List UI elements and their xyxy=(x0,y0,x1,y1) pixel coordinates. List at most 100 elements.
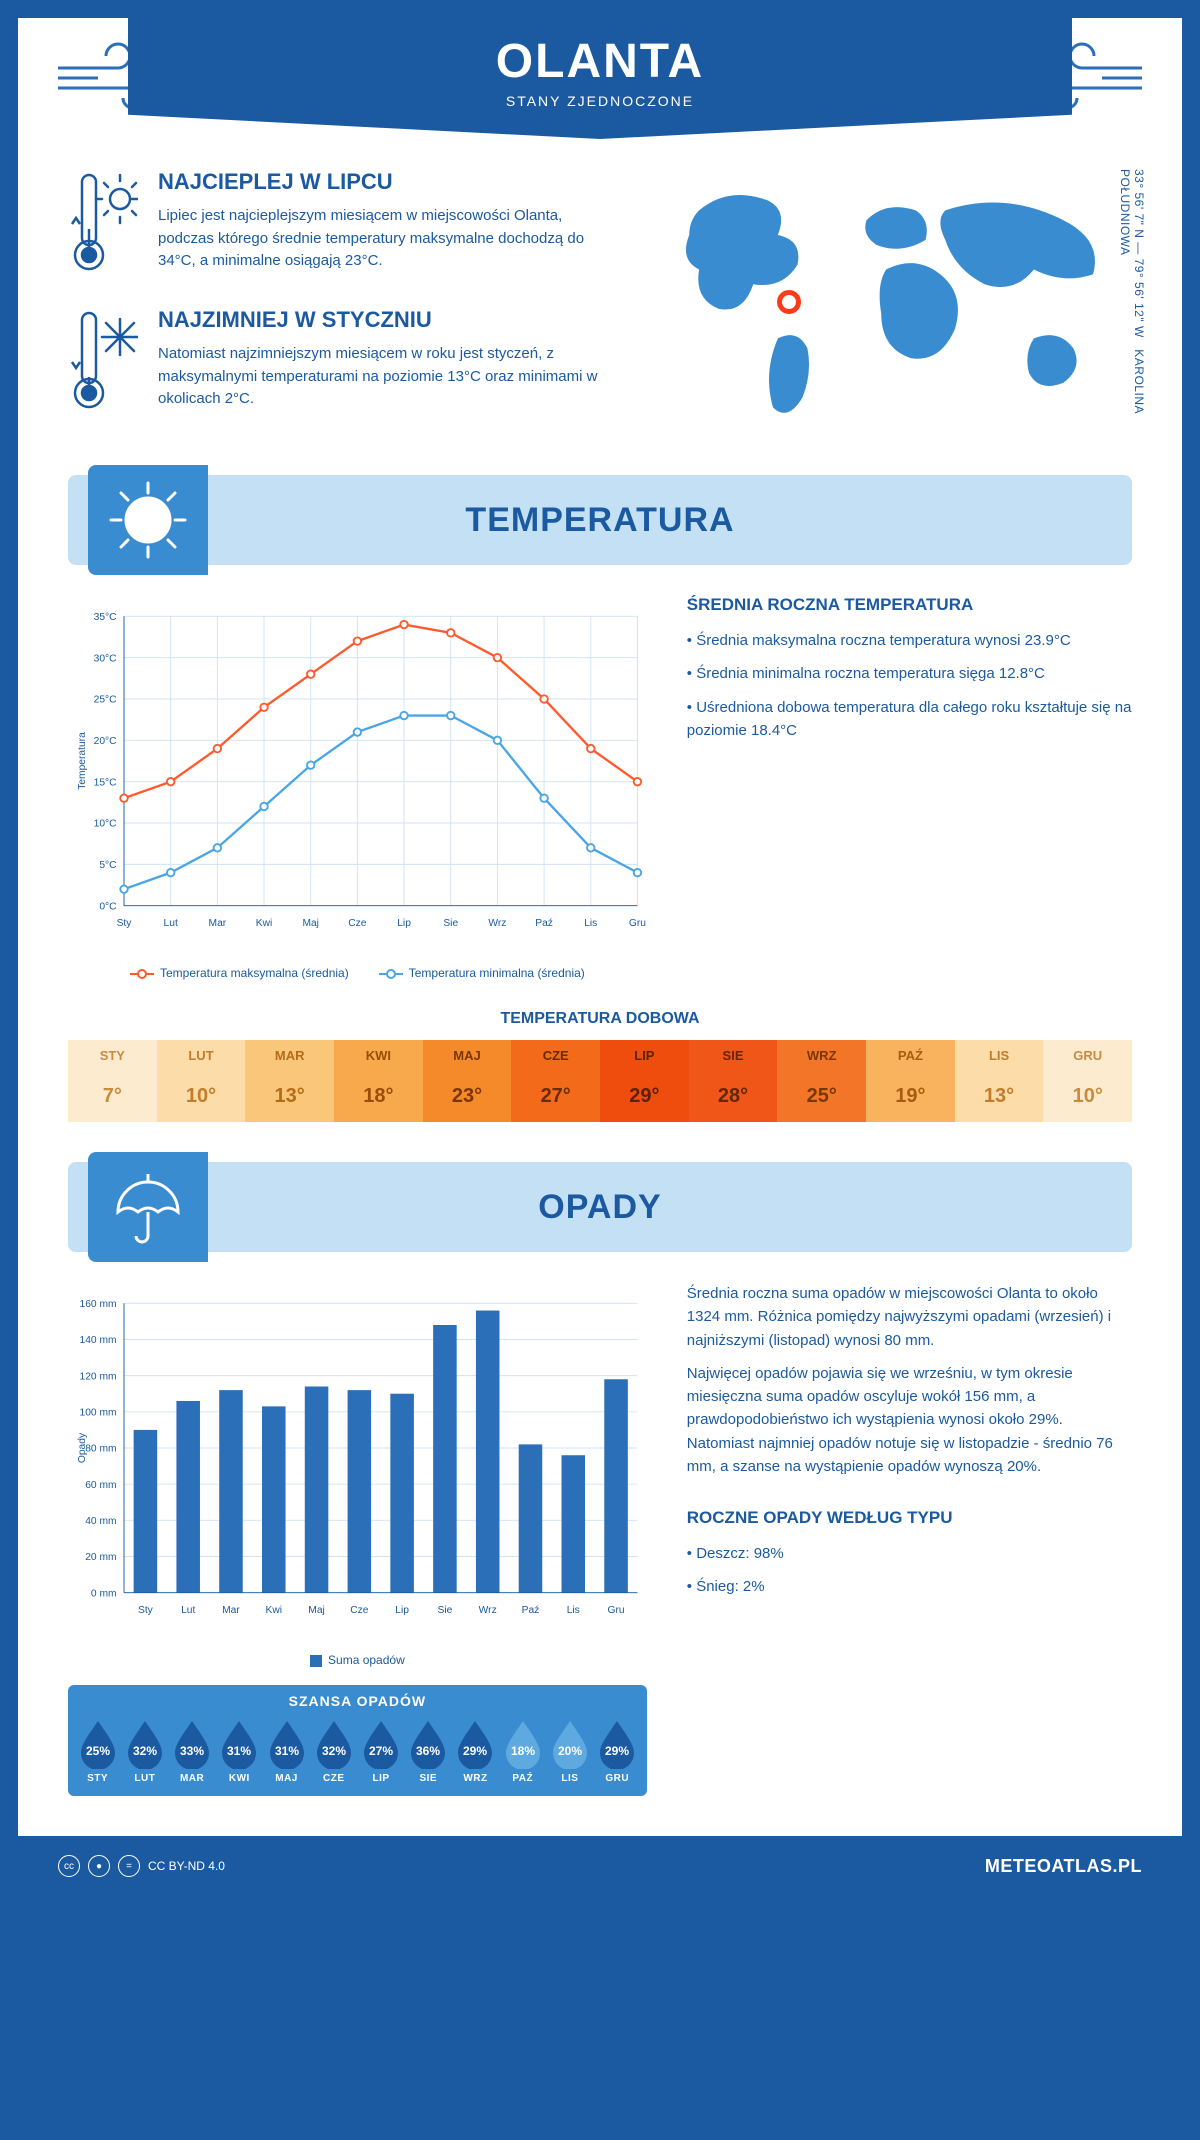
svg-text:40 mm: 40 mm xyxy=(85,1516,116,1527)
rain-chance-drop: 31% MAJ xyxy=(263,1717,310,1784)
page-subtitle: STANY ZJEDNOCZONE xyxy=(128,93,1072,109)
coordinates-label: 33° 56' 7" N — 79° 56' 12" W KAROLINA PO… xyxy=(1118,169,1146,445)
svg-text:32%: 32% xyxy=(322,1744,346,1758)
svg-text:Lip: Lip xyxy=(397,918,411,929)
intro-text-column: NAJCIEPLEJ W LIPCU Lipiec jest najcieple… xyxy=(68,169,610,445)
svg-text:Gru: Gru xyxy=(629,918,646,929)
rain-chance-drop: 27% LIP xyxy=(357,1717,404,1784)
thermometer-cold-icon xyxy=(68,307,138,417)
svg-text:31%: 31% xyxy=(275,1744,299,1758)
svg-text:31%: 31% xyxy=(227,1744,251,1758)
svg-text:Wrz: Wrz xyxy=(488,918,506,929)
legend-item-precip: Suma opadów xyxy=(310,1653,405,1667)
daily-temp-cell: STY 7° xyxy=(68,1040,157,1122)
page: OLANTA STANY ZJEDNOCZONE NAJCIEPLEJ W LI… xyxy=(18,18,1182,1896)
daily-temp-cell: WRZ 25° xyxy=(777,1040,866,1122)
svg-text:32%: 32% xyxy=(133,1744,157,1758)
site-name: METEOATLAS.PL xyxy=(985,1856,1142,1877)
svg-text:Kwi: Kwi xyxy=(256,918,273,929)
rain-chance-drop: 29% WRZ xyxy=(452,1717,499,1784)
coldest-block: NAJZIMNIEJ W STYCZNIU Natomiast najzimni… xyxy=(68,307,610,417)
precip-chart-box: 0 mm20 mm40 mm60 mm80 mm100 mm120 mm140 … xyxy=(68,1282,647,1796)
rain-chance-drop: 25% STY xyxy=(74,1717,121,1784)
svg-text:Gru: Gru xyxy=(608,1605,625,1616)
warmest-block: NAJCIEPLEJ W LIPCU Lipiec jest najcieple… xyxy=(68,169,610,279)
svg-text:Cze: Cze xyxy=(350,1605,369,1616)
svg-text:Lut: Lut xyxy=(181,1605,195,1616)
svg-text:5°C: 5°C xyxy=(99,860,117,871)
svg-text:Paź: Paź xyxy=(535,918,553,929)
temp-bullet-1: • Średnia maksymalna roczna temperatura … xyxy=(687,629,1132,652)
precip-para-2: Najwięcej opadów pojawia się we wrześniu… xyxy=(687,1362,1132,1478)
svg-text:Sie: Sie xyxy=(443,918,458,929)
svg-text:25%: 25% xyxy=(86,1744,110,1758)
precip-bar-chart: 0 mm20 mm40 mm60 mm80 mm100 mm120 mm140 … xyxy=(68,1282,647,1642)
svg-text:29%: 29% xyxy=(605,1744,629,1758)
daily-temp-cell: LUT 10° xyxy=(157,1040,246,1122)
license-text: CC BY-ND 4.0 xyxy=(148,1859,225,1873)
temp-bullet-2: • Średnia minimalna roczna temperatura s… xyxy=(687,662,1132,685)
svg-text:27%: 27% xyxy=(369,1744,393,1758)
rain-chance-box: SZANSA OPADÓW 25% STY 32% LUT 33% MAR 31… xyxy=(68,1685,647,1796)
section-header-precip: OPADY xyxy=(68,1162,1132,1252)
svg-text:Sty: Sty xyxy=(117,918,133,929)
map-column: 33° 56' 7" N — 79° 56' 12" W KAROLINA PO… xyxy=(640,169,1132,445)
precip-legend: Suma opadów xyxy=(68,1653,647,1667)
svg-text:Lis: Lis xyxy=(567,1605,580,1616)
cc-icon: cc xyxy=(58,1855,80,1877)
svg-text:18%: 18% xyxy=(511,1744,535,1758)
svg-text:120 mm: 120 mm xyxy=(80,1371,117,1382)
daily-temp-cell: PAŹ 19° xyxy=(866,1040,955,1122)
svg-text:Paź: Paź xyxy=(522,1605,540,1616)
svg-text:20 mm: 20 mm xyxy=(85,1552,116,1563)
rain-chance-drop: 32% CZE xyxy=(310,1717,357,1784)
rain-chance-drop: 33% MAR xyxy=(168,1717,215,1784)
svg-text:160 mm: 160 mm xyxy=(80,1299,117,1310)
svg-text:30°C: 30°C xyxy=(94,653,118,664)
rain-chance-title: SZANSA OPADÓW xyxy=(68,1693,647,1709)
precip-type-rain: • Deszcz: 98% xyxy=(687,1542,1132,1565)
daily-temp-cell: LIP 29° xyxy=(600,1040,689,1122)
thermometer-hot-icon xyxy=(68,169,138,279)
coldest-text: Natomiast najzimniejszym miesiącem w rok… xyxy=(158,343,610,411)
svg-text:33%: 33% xyxy=(180,1744,204,1758)
temperature-summary: ŚREDNIA ROCZNA TEMPERATURA • Średnia mak… xyxy=(687,595,1132,980)
svg-text:140 mm: 140 mm xyxy=(80,1335,117,1346)
precip-chart-row: 0 mm20 mm40 mm60 mm80 mm100 mm120 mm140 … xyxy=(18,1282,1182,1816)
rain-chance-drop: 20% LIS xyxy=(546,1717,593,1784)
temperature-chart-row: 0°C5°C10°C15°C20°C25°C30°C35°CStyLutMarK… xyxy=(18,595,1182,1000)
sun-icon xyxy=(88,465,208,575)
rain-chance-drop: 29% GRU xyxy=(594,1717,641,1784)
svg-text:Temperatura: Temperatura xyxy=(77,732,88,790)
svg-text:0 mm: 0 mm xyxy=(91,1588,117,1599)
svg-text:Wrz: Wrz xyxy=(479,1605,497,1616)
svg-text:20%: 20% xyxy=(558,1744,582,1758)
legend-item-min: Temperatura minimalna (średnia) xyxy=(379,966,585,980)
license-block: cc ● = CC BY-ND 4.0 xyxy=(58,1855,225,1877)
daily-temp-cell: KWI 18° xyxy=(334,1040,423,1122)
svg-text:Kwi: Kwi xyxy=(265,1605,282,1616)
svg-text:60 mm: 60 mm xyxy=(85,1480,116,1491)
svg-text:Sty: Sty xyxy=(138,1605,154,1616)
world-map-icon xyxy=(640,169,1132,429)
umbrella-icon xyxy=(88,1152,208,1262)
daily-temp-cell: CZE 27° xyxy=(511,1040,600,1122)
svg-text:0°C: 0°C xyxy=(99,901,117,912)
svg-text:Lip: Lip xyxy=(395,1605,409,1616)
temperature-legend: Temperatura maksymalna (średnia) Tempera… xyxy=(68,966,647,980)
svg-text:Mar: Mar xyxy=(209,918,227,929)
warmest-text: Lipiec jest najcieplejszym miesiącem w m… xyxy=(158,205,610,273)
header-banner: OLANTA STANY ZJEDNOCZONE xyxy=(128,18,1072,139)
precip-summary: Średnia roczna suma opadów w miejscowośc… xyxy=(687,1282,1132,1796)
svg-text:35°C: 35°C xyxy=(94,612,118,623)
section-title-precip: OPADY xyxy=(538,1188,661,1227)
precip-type-snow: • Śnieg: 2% xyxy=(687,1575,1132,1598)
svg-text:10°C: 10°C xyxy=(94,819,118,830)
rain-chance-drop: 31% KWI xyxy=(216,1717,263,1784)
daily-temp-cell: LIS 13° xyxy=(955,1040,1044,1122)
intro-row: NAJCIEPLEJ W LIPCU Lipiec jest najcieple… xyxy=(18,139,1182,465)
svg-text:20°C: 20°C xyxy=(94,736,118,747)
coldest-title: NAJZIMNIEJ W STYCZNIU xyxy=(158,307,610,333)
temp-bullet-3: • Uśredniona dobowa temperatura dla całe… xyxy=(687,696,1132,743)
rain-chance-drop: 18% PAŹ xyxy=(499,1717,546,1784)
